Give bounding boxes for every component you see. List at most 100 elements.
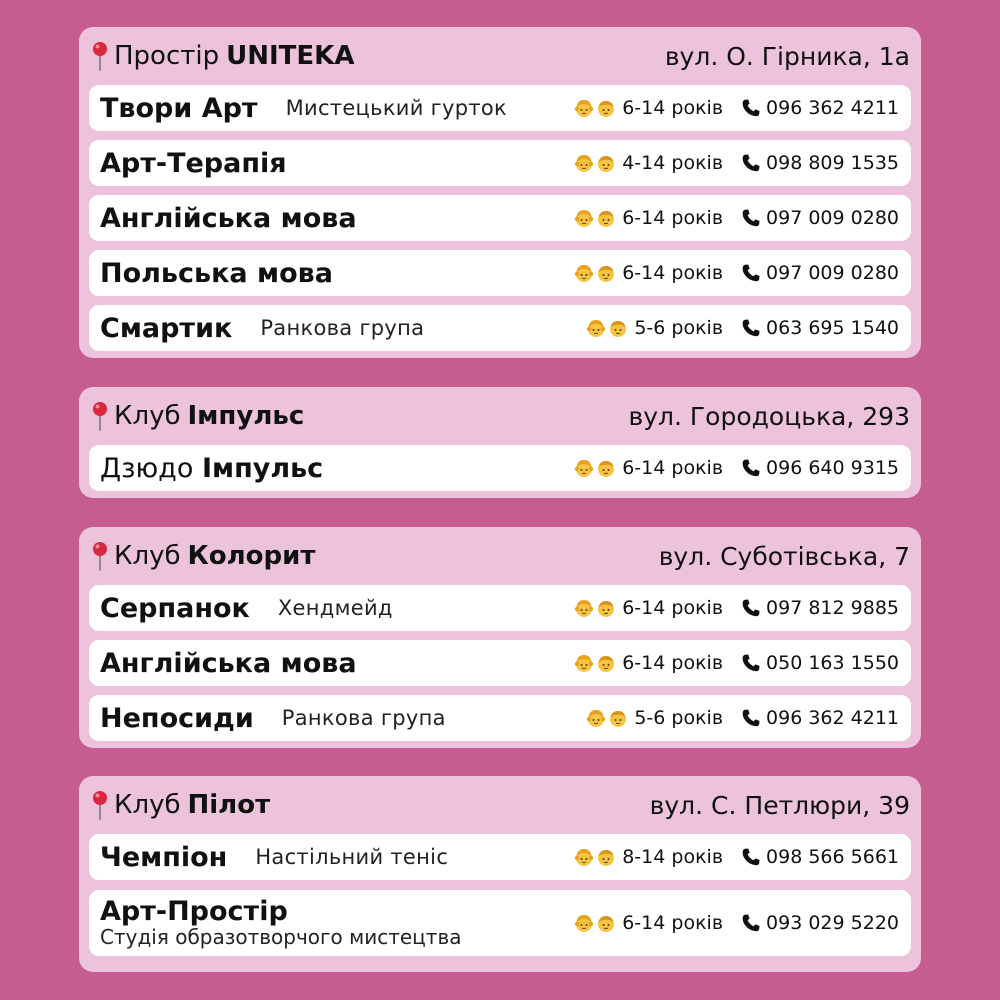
age-group-icons: [574, 458, 618, 478]
phone-number[interactable]: 096 362 4211: [766, 707, 899, 729]
venue-title: Клуб Імпульс: [91, 401, 304, 431]
venue-header: Клуб Пілот вул. С. Петлюри, 39: [79, 776, 921, 834]
activity-subtitle: Хендмейд: [277, 596, 393, 620]
round-pushpin-icon: [91, 41, 109, 71]
activity-title-stack: Арт-Простір Студія образотворчого мистец…: [100, 897, 462, 949]
phone-number[interactable]: 050 163 1550: [766, 652, 899, 674]
activity-subtitle: Студія образотворчого мистецтва: [100, 924, 462, 949]
phone-number[interactable]: 098 809 1535: [766, 152, 899, 174]
age-range: 4-14 років: [622, 152, 724, 174]
activity-row[interactable]: Чемпіон Настільний теніс 8-14 років 098 …: [89, 834, 911, 880]
girl-face-icon: [574, 847, 594, 867]
phone-number[interactable]: 098 566 5661: [766, 846, 899, 868]
venue-name: Колорит: [187, 541, 316, 571]
telephone-icon: [741, 263, 761, 283]
venue-prefix: Клуб: [114, 401, 181, 431]
girl-face-icon: [574, 98, 594, 118]
activity-row[interactable]: Польська мова 6-14 років 097 009 0280: [89, 250, 911, 296]
age-range: 6-14 років: [622, 652, 724, 674]
venue-title: Простір UNITEKA: [91, 41, 354, 71]
venue-address: вул. Городоцька, 293: [628, 401, 910, 431]
girl-face-icon: [574, 653, 594, 673]
activity-title: Смартик: [100, 312, 233, 344]
venue-card-kolorit: Клуб Колорит вул. Суботівська, 7 Серпано…: [79, 527, 921, 748]
boy-face-icon: [608, 318, 628, 338]
phone-number[interactable]: 097 812 9885: [766, 597, 899, 619]
phone-number[interactable]: 063 695 1540: [766, 317, 899, 339]
activity-title: Арт-Терапія: [100, 147, 287, 179]
venue-prefix: Клуб: [114, 541, 181, 571]
boy-face-icon: [596, 263, 616, 283]
age-group-icons: [574, 847, 618, 867]
activity-title: Англійська мова: [100, 202, 357, 234]
activity-row[interactable]: Непосиди Ранкова група 5-6 років 096 362…: [89, 695, 911, 741]
age-range: 5-6 років: [634, 707, 724, 729]
age-range: 5-6 років: [634, 317, 724, 339]
venue-header: Простір UNITEKA вул. О. Гірника, 1а: [79, 27, 921, 85]
venue-title: Клуб Пілот: [91, 790, 270, 820]
girl-face-icon: [586, 708, 606, 728]
age-group-icons: [574, 653, 618, 673]
activity-title: Твори Арт: [100, 92, 258, 124]
activity-title: Серпанок: [100, 592, 250, 624]
round-pushpin-icon: [91, 541, 109, 571]
telephone-icon: [741, 318, 761, 338]
activity-row[interactable]: Смартик Ранкова група 5-6 років 063 695 …: [89, 305, 911, 351]
telephone-icon: [741, 708, 761, 728]
activity-row[interactable]: Арт-Терапія 4-14 років 098 809 1535: [89, 140, 911, 186]
telephone-icon: [741, 653, 761, 673]
venue-prefix: Клуб: [114, 790, 181, 820]
activity-row[interactable]: Твори Арт Мистецький гурток 6-14 років 0…: [89, 85, 911, 131]
telephone-icon: [741, 208, 761, 228]
round-pushpin-icon: [91, 401, 109, 431]
boy-face-icon: [596, 98, 616, 118]
telephone-icon: [741, 458, 761, 478]
round-pushpin-icon: [91, 790, 109, 820]
phone-number[interactable]: 097 009 0280: [766, 262, 899, 284]
activity-row[interactable]: Арт-Простір Студія образотворчого мистец…: [89, 890, 911, 956]
activity-row[interactable]: Англійська мова 6-14 років 050 163 1550: [89, 640, 911, 686]
phone-number[interactable]: 096 640 9315: [766, 457, 899, 479]
age-group-icons: [574, 98, 618, 118]
telephone-icon: [741, 98, 761, 118]
girl-face-icon: [574, 263, 594, 283]
boy-face-icon: [596, 458, 616, 478]
venue-card-pilot: Клуб Пілот вул. С. Петлюри, 39 Чемпіон Н…: [79, 776, 921, 972]
venue-title: Клуб Колорит: [91, 541, 315, 571]
activity-title-bold: Імпульс: [201, 452, 324, 484]
age-range: 6-14 років: [622, 912, 724, 934]
venue-address: вул. С. Петлюри, 39: [649, 790, 910, 820]
venue-address: вул. О. Гірника, 1а: [664, 41, 910, 71]
girl-face-icon: [574, 153, 594, 173]
activity-subtitle: Мистецький гурток: [285, 96, 508, 120]
activity-title-plain: Дзюдо: [100, 452, 194, 484]
venue-card-uniteka: Простір UNITEKA вул. О. Гірника, 1а Твор…: [79, 27, 921, 358]
boy-face-icon: [596, 208, 616, 228]
age-group-icons: [586, 318, 630, 338]
activity-row[interactable]: Англійська мова 6-14 років 097 009 0280: [89, 195, 911, 241]
boy-face-icon: [596, 153, 616, 173]
girl-face-icon: [586, 318, 606, 338]
activity-subtitle: Ранкова група: [281, 706, 446, 730]
age-range: 6-14 років: [622, 97, 724, 119]
girl-face-icon: [574, 598, 594, 618]
activity-title: Англійська мова: [100, 647, 357, 679]
girl-face-icon: [574, 208, 594, 228]
activity-row[interactable]: Дзюдо Імпульс 6-14 років 096 640 9315: [89, 445, 911, 491]
phone-number[interactable]: 096 362 4211: [766, 97, 899, 119]
activity-title: Непосиди: [100, 702, 254, 734]
telephone-icon: [741, 913, 761, 933]
phone-number[interactable]: 093 029 5220: [766, 912, 899, 934]
activity-subtitle: Настільний теніс: [255, 845, 449, 869]
age-group-icons: [574, 263, 618, 283]
venue-name: Імпульс: [187, 401, 305, 431]
activity-title: Польська мова: [100, 257, 333, 289]
age-group-icons: [586, 708, 630, 728]
boy-face-icon: [596, 598, 616, 618]
venue-card-impuls: Клуб Імпульс вул. Городоцька, 293 Дзюдо …: [79, 387, 921, 498]
activity-row[interactable]: Серпанок Хендмейд 6-14 років 097 812 988…: [89, 585, 911, 631]
age-group-icons: [574, 598, 618, 618]
phone-number[interactable]: 097 009 0280: [766, 207, 899, 229]
venue-name: Пілот: [187, 790, 271, 820]
boy-face-icon: [596, 653, 616, 673]
